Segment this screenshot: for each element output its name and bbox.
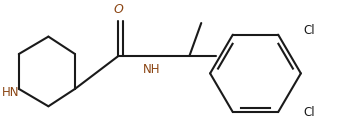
Text: NH: NH <box>143 63 161 76</box>
Text: Cl: Cl <box>304 106 316 119</box>
Text: Cl: Cl <box>304 24 316 37</box>
Text: O: O <box>114 3 123 16</box>
Text: HN: HN <box>2 86 20 99</box>
